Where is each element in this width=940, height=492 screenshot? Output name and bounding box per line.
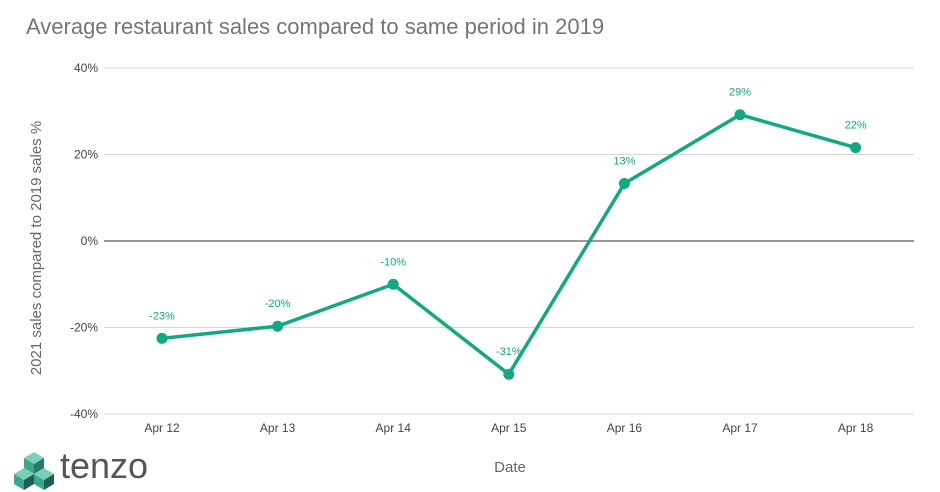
x-tick-label: Apr 13 xyxy=(260,421,296,435)
data-label: -20% xyxy=(265,298,291,310)
x-tick-labels: Apr 12 Apr 13 Apr 14 Apr 15 Apr 16 Apr 17 Apr … xyxy=(144,421,873,435)
x-tick-label: Apr 12 xyxy=(144,421,180,435)
x-tick-label: Apr 16 xyxy=(607,421,643,435)
chart-title: Average restaurant sales compared to sam… xyxy=(26,14,605,39)
data-point xyxy=(156,332,168,344)
x-axis-label: Date xyxy=(494,459,526,476)
data-labels: -23% -20% -10% -31% 13% 29% 22% xyxy=(149,87,867,358)
y-tick-label: 20% xyxy=(74,148,98,162)
data-label: -23% xyxy=(149,310,175,322)
logo-text: tenzo xyxy=(60,445,149,486)
x-tick-label: Apr 15 xyxy=(491,421,527,435)
data-label: 13% xyxy=(613,155,635,167)
y-tick-label: -20% xyxy=(70,321,98,335)
y-tick-label: -40% xyxy=(70,407,98,421)
tenzo-cube-icon xyxy=(14,452,54,490)
data-point xyxy=(734,109,746,121)
data-point xyxy=(503,368,515,380)
y-tick-label: 40% xyxy=(74,61,98,75)
y-tick-label: 0% xyxy=(81,234,99,248)
y-axis-label: 2021 sales compared to 2019 sales % xyxy=(28,121,45,375)
grid-lines xyxy=(104,67,914,415)
data-point xyxy=(387,278,399,290)
data-label: 29% xyxy=(729,87,751,99)
x-tick-label: Apr 17 xyxy=(722,421,758,435)
x-tick-label: Apr 18 xyxy=(838,421,874,435)
data-label: 22% xyxy=(845,120,867,132)
series-line xyxy=(156,109,862,380)
data-point xyxy=(618,177,630,189)
data-point xyxy=(850,142,862,154)
data-label: -10% xyxy=(380,256,406,268)
data-point xyxy=(272,320,284,332)
tenzo-logo: tenzo xyxy=(14,445,174,490)
data-label: -31% xyxy=(496,346,522,358)
series-line-path xyxy=(161,112,857,376)
x-tick-label: Apr 14 xyxy=(376,421,412,435)
y-tick-labels: 40% 20% 0% -20% -40% xyxy=(70,61,98,421)
